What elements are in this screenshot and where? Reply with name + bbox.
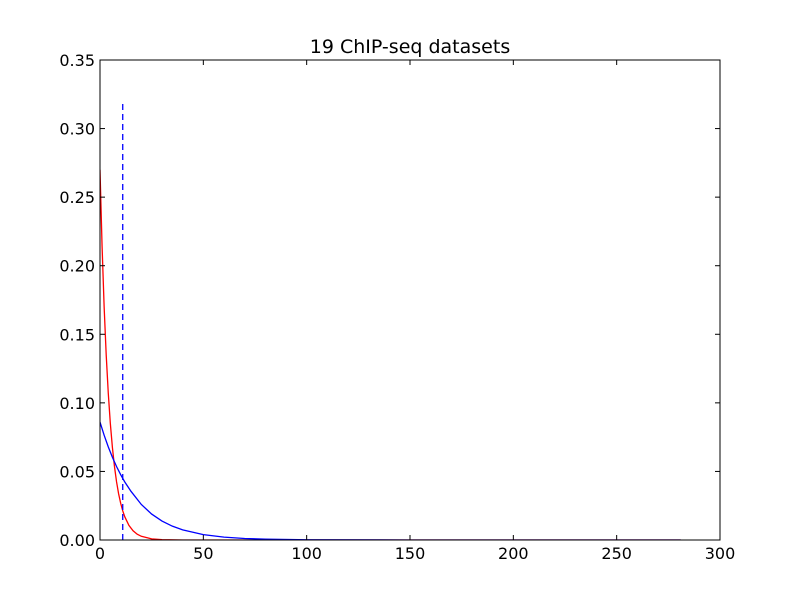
x-tick-label: 0 [95,544,105,563]
x-tick-label: 200 [498,544,529,563]
y-tick-label: 0.20 [59,257,95,276]
series-line-1 [100,169,681,540]
x-tick-label: 50 [193,544,213,563]
y-tick-label: 0.15 [59,325,95,344]
x-tick-label: 250 [601,544,632,563]
y-tick-label: 0.35 [59,51,95,70]
x-tick-label: 150 [395,544,426,563]
y-tick-label: 0.00 [59,531,95,550]
y-tick-label: 0.10 [59,394,95,413]
y-tick-label: 0.25 [59,188,95,207]
plot-frame [99,59,721,541]
y-tick-label: 0.05 [59,462,95,481]
x-tick-label: 100 [291,544,322,563]
chart-title: 19 ChIP-seq datasets [310,36,510,58]
ticks-layer: 0 50 100 150 200 250 300 0.00 0.05 0.10 0.15 0.20 0.… [59,51,735,563]
series-line-2 [100,421,681,540]
series-layer [100,101,681,540]
y-tick-label: 0.30 [59,120,95,139]
axes-layer [99,59,721,541]
x-tick-label: 300 [705,544,736,563]
